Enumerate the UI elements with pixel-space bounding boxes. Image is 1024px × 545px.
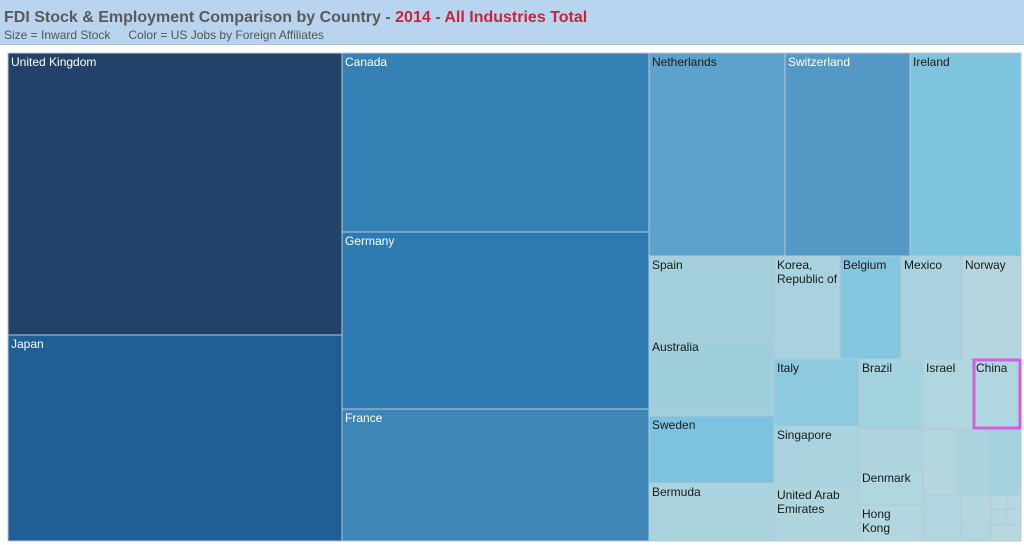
highlight-frame	[972, 358, 1022, 430]
treemap-cell-belgium[interactable]	[839, 255, 902, 360]
treemap-label-france: France	[345, 411, 383, 425]
treemap-label-united-arab-emirates: United Arab Emirates	[777, 488, 840, 516]
treemap-cell-unlabeled[interactable]	[988, 428, 1022, 496]
title-separator: -	[430, 9, 445, 26]
treemap-cell-netherlands[interactable]	[648, 52, 786, 257]
treemap-label-spain: Spain	[652, 258, 683, 272]
treemap-cell-china[interactable]	[972, 358, 1022, 430]
treemap-label-hong-kong: Hong Kong	[862, 507, 891, 535]
chart-header: FDI Stock & Employment Comparison by Cou…	[0, 0, 1024, 45]
treemap-cell-united-kingdom[interactable]	[7, 52, 343, 336]
treemap-label-germany: Germany	[345, 234, 394, 248]
treemap-label-bermuda: Bermuda	[652, 485, 701, 499]
treemap-cell-norway[interactable]	[961, 255, 1022, 360]
treemap-label-netherlands: Netherlands	[652, 55, 717, 69]
treemap-label-israel: Israel	[926, 361, 955, 375]
chart-subtitle: Size = Inward Stock Color = US Jobs by Fo…	[4, 28, 324, 42]
treemap-label-japan: Japan	[11, 337, 44, 351]
color-legend: Color = US Jobs by Foreign Affiliates	[128, 28, 324, 42]
treemap-label-switzerland: Switzerland	[788, 55, 850, 69]
treemap-label-australia: Australia	[652, 340, 699, 354]
treemap-cell-germany[interactable]	[341, 231, 650, 410]
treemap-label-ireland: Ireland	[913, 55, 950, 69]
treemap-cell-mexico[interactable]	[900, 255, 963, 360]
treemap-cell-unlabeled[interactable]	[922, 494, 962, 542]
title-separator: -	[380, 9, 396, 26]
treemap-cell-sweden[interactable]	[648, 415, 775, 484]
treemap-cell-unlabeled[interactable]	[960, 494, 992, 523]
treemap-cell-unlabeled[interactable]	[922, 428, 958, 496]
treemap-cell-france[interactable]	[341, 408, 650, 542]
treemap-cell-switzerland[interactable]	[784, 52, 911, 257]
title-industry[interactable]: All Industries Total	[444, 9, 588, 26]
treemap-cell-unlabeled[interactable]	[858, 428, 924, 470]
treemap-cell-australia[interactable]	[648, 337, 775, 417]
treemap-label-norway: Norway	[965, 258, 1006, 272]
treemap-label-brazil: Brazil	[862, 361, 892, 375]
title-main: FDI Stock & Employment Comparison by Cou…	[4, 9, 381, 26]
chart-title: FDI Stock & Employment Comparison by Cou…	[4, 9, 587, 27]
treemap-cell-unlabeled[interactable]	[990, 524, 1022, 542]
treemap-cell-singapore[interactable]	[773, 425, 860, 487]
treemap-label-italy: Italy	[777, 361, 799, 375]
treemap-label-canada: Canada	[345, 55, 387, 69]
treemap-label-china: China	[976, 361, 1008, 375]
treemap-cell-canada[interactable]	[341, 52, 650, 233]
treemap-label-korea-republic-of: Korea, Republic of	[777, 258, 838, 286]
treemap-label-denmark: Denmark	[862, 471, 912, 485]
treemap-cell-ireland[interactable]	[909, 52, 1022, 257]
treemap-cell-spain[interactable]	[648, 255, 775, 339]
treemap-cell-united-arab-emirates[interactable]	[773, 485, 860, 542]
treemap-cell-unlabeled[interactable]	[960, 521, 992, 542]
treemap-label-united-kingdom: United Kingdom	[11, 55, 96, 69]
treemap-label-belgium: Belgium	[843, 258, 886, 272]
treemap-label-singapore: Singapore	[777, 428, 832, 442]
size-legend: Size = Inward Stock	[4, 28, 111, 42]
treemap-label-sweden: Sweden	[652, 418, 695, 432]
treemap-cell-unlabeled[interactable]	[990, 494, 1008, 510]
treemap-cell-unlabeled[interactable]	[1006, 494, 1022, 510]
treemap-cell-unlabeled[interactable]	[1006, 508, 1022, 526]
treemap-cell-unlabeled[interactable]	[990, 508, 1008, 526]
treemap-cells: United Kingdom Japan Canada Germany France Ne…	[7, 52, 1022, 542]
treemap-label-mexico: Mexico	[904, 258, 942, 272]
treemap-cell-bermuda[interactable]	[648, 482, 775, 542]
title-year[interactable]: 2014	[395, 9, 431, 26]
treemap-cell-japan[interactable]	[7, 334, 343, 542]
treemap-cell-unlabeled[interactable]	[956, 428, 990, 496]
treemap-cell-israel[interactable]	[922, 358, 974, 430]
